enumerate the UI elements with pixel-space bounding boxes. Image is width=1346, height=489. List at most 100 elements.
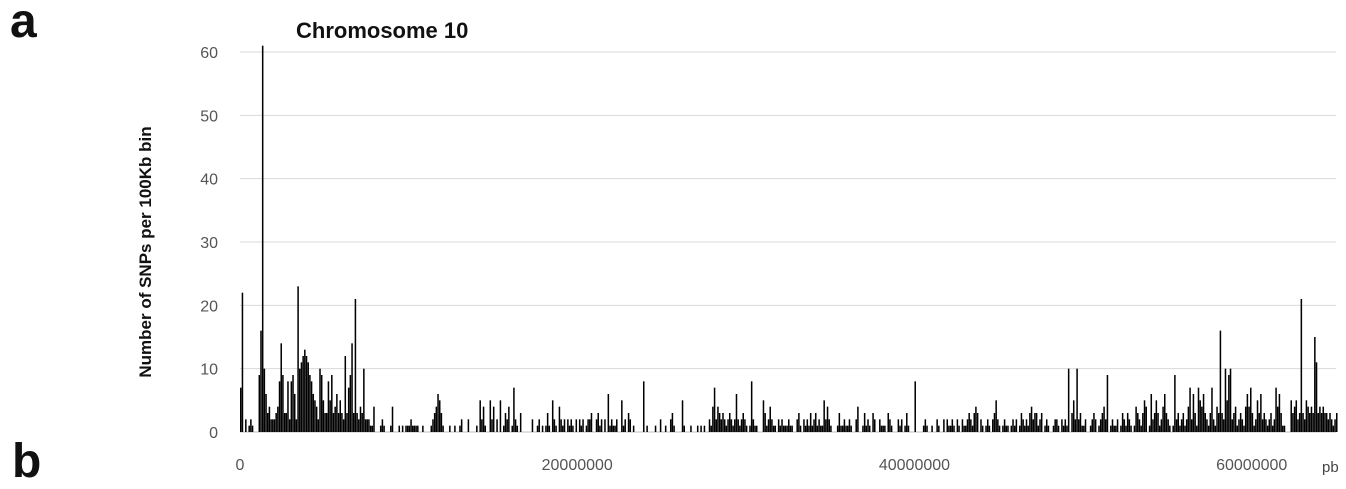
bar	[1251, 413, 1254, 432]
bar	[292, 375, 294, 432]
bar	[1212, 419, 1215, 432]
bar	[971, 425, 974, 432]
bar	[1061, 419, 1063, 432]
bar	[410, 419, 412, 432]
bar	[1162, 406, 1164, 432]
bar	[454, 425, 456, 432]
bar	[1182, 413, 1185, 432]
bar	[868, 425, 871, 432]
bar	[1307, 406, 1309, 432]
bar	[1226, 400, 1228, 432]
bar	[1005, 425, 1008, 432]
bar	[1099, 419, 1102, 432]
bar	[1054, 419, 1056, 432]
bar	[489, 400, 492, 432]
bar	[1246, 394, 1249, 432]
bar	[784, 425, 787, 432]
bar	[567, 419, 569, 432]
bar	[788, 419, 790, 432]
bar	[1015, 419, 1018, 432]
bar	[422, 425, 424, 432]
bar	[248, 425, 250, 432]
bar	[336, 394, 338, 432]
bar	[755, 425, 758, 432]
bar	[280, 343, 282, 432]
bar	[1152, 419, 1154, 432]
bar	[1172, 425, 1174, 432]
bar	[889, 419, 891, 432]
bar	[1140, 425, 1142, 432]
y-tick-label: 0	[209, 425, 218, 442]
bar	[872, 413, 874, 432]
bar	[742, 413, 744, 432]
bar	[1027, 425, 1029, 432]
bar	[988, 425, 991, 432]
bar	[1012, 419, 1014, 432]
bar	[1217, 413, 1220, 432]
bar	[334, 406, 336, 432]
bar	[1165, 413, 1168, 432]
bar	[762, 400, 765, 432]
bar	[415, 425, 417, 432]
bar	[604, 419, 606, 432]
bar	[332, 413, 335, 432]
bar	[1103, 406, 1105, 432]
bar	[302, 356, 304, 432]
bar	[1110, 425, 1112, 432]
bar	[922, 425, 925, 432]
bar	[873, 419, 876, 432]
bar	[1081, 425, 1083, 432]
bar	[381, 419, 384, 432]
bar	[843, 419, 846, 432]
bar	[1206, 419, 1208, 432]
bar	[572, 425, 574, 432]
y-tick-label: 10	[200, 362, 218, 379]
bar	[963, 425, 965, 432]
bar	[263, 368, 266, 432]
bar	[624, 419, 626, 432]
bar	[764, 413, 766, 432]
bar	[1035, 413, 1038, 432]
bar	[1244, 406, 1247, 432]
bar	[1336, 413, 1338, 432]
bar	[961, 419, 964, 432]
bar	[1258, 413, 1260, 432]
bar	[398, 425, 401, 432]
bar	[1256, 400, 1259, 432]
bar	[1128, 419, 1131, 432]
bar	[1302, 413, 1304, 432]
bar	[1243, 425, 1245, 432]
bar	[772, 425, 775, 432]
bar	[508, 406, 510, 432]
chart-title: Chromosome 10	[296, 18, 468, 43]
bar	[347, 387, 350, 432]
bar	[1255, 419, 1257, 432]
bar	[850, 425, 852, 432]
bar	[241, 292, 244, 432]
bar	[290, 381, 293, 432]
bar	[769, 406, 771, 432]
bar	[1177, 413, 1180, 432]
bar	[1197, 387, 1200, 432]
bar	[413, 425, 416, 432]
bar	[553, 419, 556, 432]
bar	[951, 419, 954, 432]
bar	[599, 425, 601, 432]
bar	[730, 419, 733, 432]
bar	[1045, 419, 1048, 432]
bar	[541, 425, 544, 432]
bar	[828, 419, 830, 432]
bar	[1113, 425, 1115, 432]
bar	[411, 425, 414, 432]
bar	[718, 413, 721, 432]
bar	[273, 419, 276, 432]
bar	[240, 387, 242, 432]
bar	[863, 413, 866, 432]
bar	[277, 406, 279, 432]
bar	[496, 419, 498, 432]
bar	[1083, 425, 1085, 432]
bar	[723, 419, 726, 432]
bar	[265, 394, 267, 432]
bar	[993, 413, 996, 432]
bar	[771, 419, 773, 432]
